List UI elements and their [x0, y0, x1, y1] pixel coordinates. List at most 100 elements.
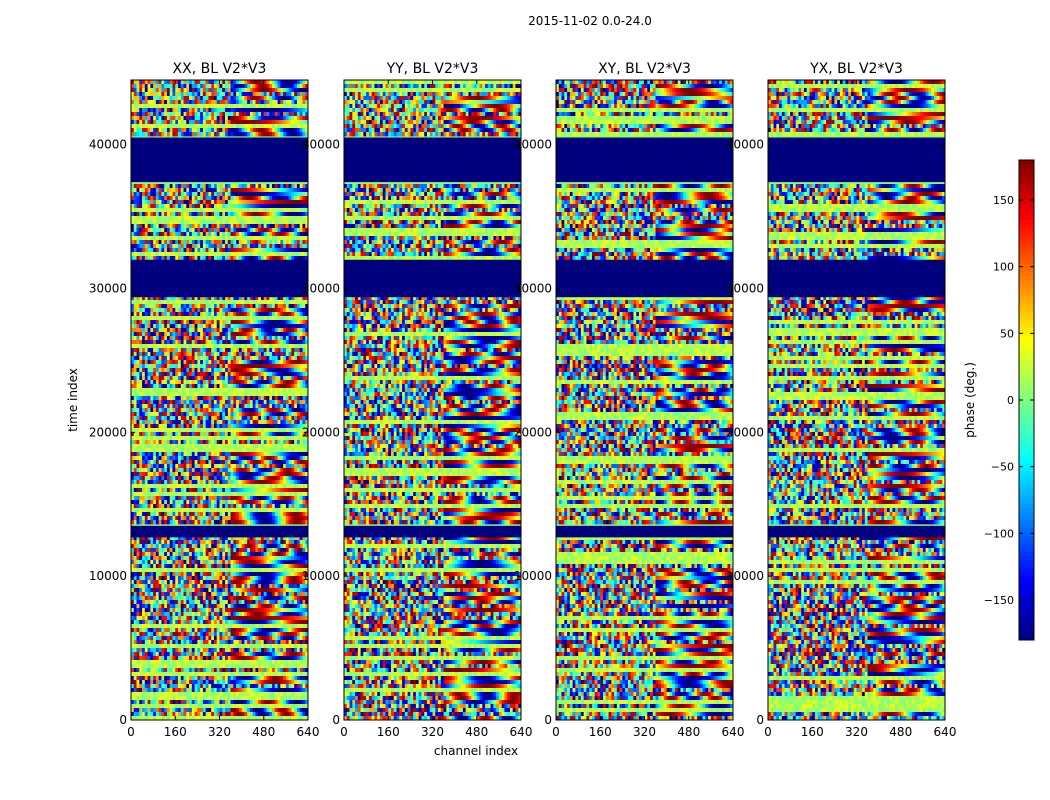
- colorbar-segment: [1019, 212, 1034, 217]
- y-tick-label: 30000: [89, 282, 127, 296]
- x-tick-label: 320: [421, 725, 444, 739]
- colorbar-segment: [1019, 296, 1034, 301]
- colorbar-segment: [1019, 364, 1034, 369]
- colorbar-segment: [1019, 504, 1034, 509]
- x-axis-label: channel index: [434, 744, 518, 758]
- heatmap-cells: [768, 80, 945, 720]
- colorbar-segment: [1019, 532, 1034, 537]
- colorbar-segment: [1019, 556, 1034, 561]
- colorbar-segment: [1019, 228, 1034, 233]
- flagged-band: [556, 137, 733, 183]
- colorbar-tick-label: 100: [993, 261, 1014, 274]
- colorbar-segment: [1019, 544, 1034, 549]
- colorbar-segment: [1019, 492, 1034, 497]
- colorbar-segment: [1019, 244, 1034, 249]
- colorbar-segment: [1019, 180, 1034, 185]
- x-tick-label: 160: [377, 725, 400, 739]
- y-tick-label: 10000: [514, 569, 552, 583]
- colorbar-segment: [1019, 576, 1034, 581]
- colorbar-tick-label: 50: [1000, 327, 1014, 340]
- colorbar-segment: [1019, 200, 1034, 205]
- colorbar-segment: [1019, 396, 1034, 401]
- colorbar-segment: [1019, 588, 1034, 593]
- colorbar-segment: [1019, 632, 1034, 637]
- x-tick-label: 480: [889, 725, 912, 739]
- colorbar-segment: [1019, 600, 1034, 605]
- colorbar-segment: [1019, 608, 1034, 613]
- colorbar-segment: [1019, 472, 1034, 477]
- colorbar-segment: [1019, 312, 1034, 317]
- colorbar-segment: [1019, 416, 1034, 421]
- colorbar-segment: [1019, 460, 1034, 465]
- colorbar-segment: [1019, 184, 1034, 189]
- x-tick-label: 320: [633, 725, 656, 739]
- colorbar-tick-label: 150: [993, 194, 1014, 207]
- colorbar-segment: [1019, 560, 1034, 565]
- y-tick-label: 0: [544, 713, 552, 727]
- y-tick-label: 20000: [89, 425, 127, 439]
- x-tick-label: 0: [764, 725, 772, 739]
- colorbar-segment: [1019, 248, 1034, 253]
- colorbar-segment: [1019, 388, 1034, 393]
- colorbar-segment: [1019, 288, 1034, 293]
- panel-title: XY, BL V2*V3: [598, 61, 691, 77]
- colorbar-segment: [1019, 580, 1034, 585]
- x-tick-label: 320: [208, 725, 231, 739]
- y-tick-label: 0: [332, 713, 340, 727]
- colorbar-segment: [1019, 596, 1034, 601]
- colorbar-segment: [1019, 516, 1034, 521]
- colorbar-segment: [1019, 316, 1034, 321]
- flagged-band: [131, 525, 308, 538]
- colorbar-segment: [1019, 616, 1034, 621]
- panel-2: YY, BL V2*V3 0 160 320 480 640 0 10000 20000 3000…: [302, 61, 533, 739]
- colorbar-segment: [1019, 356, 1034, 361]
- colorbar-segment: [1019, 444, 1034, 449]
- colorbar-segment: [1019, 552, 1034, 557]
- figure-title: 2015-11-02 0.0-24.0: [0, 14, 1050, 28]
- x-tick-label: 640: [510, 725, 533, 739]
- colorbar-segment: [1019, 448, 1034, 453]
- colorbar-segment: [1019, 304, 1034, 309]
- colorbar-segment: [1019, 484, 1034, 489]
- colorbar-segment: [1019, 412, 1034, 417]
- colorbar-segment: [1019, 428, 1034, 433]
- y-tick-label: 40000: [302, 138, 340, 152]
- y-tick-label: 20000: [514, 425, 552, 439]
- x-tick-label: 0: [127, 725, 135, 739]
- colorbar-segment: [1019, 384, 1034, 389]
- colorbar-segment: [1019, 224, 1034, 229]
- colorbar-segment: [1019, 564, 1034, 569]
- colorbar-segment: [1019, 508, 1034, 513]
- panel-1: XX, BL V2*V3 0 160 320 480 640 0 10000 20000 3000…: [89, 61, 320, 739]
- colorbar-segment: [1019, 268, 1034, 273]
- panel-title: YX, BL V2*V3: [809, 61, 903, 77]
- y-tick-label: 0: [119, 713, 127, 727]
- colorbar-segment: [1019, 308, 1034, 313]
- colorbar-segment: [1019, 476, 1034, 481]
- colorbar-tick-label: 0: [1007, 394, 1014, 407]
- colorbar-segment: [1019, 272, 1034, 277]
- x-tick-label: 640: [722, 725, 745, 739]
- flagged-band: [344, 137, 521, 183]
- colorbar-segment: [1019, 452, 1034, 457]
- flagged-band: [344, 525, 521, 538]
- colorbar-segment: [1019, 196, 1034, 201]
- y-tick-label: 30000: [726, 282, 764, 296]
- colorbar-segment: [1019, 360, 1034, 365]
- colorbar-segment: [1019, 280, 1034, 285]
- colorbar-segment: [1019, 584, 1034, 589]
- colorbar-segment: [1019, 572, 1034, 577]
- colorbar-segment: [1019, 192, 1034, 197]
- colorbar-segment: [1019, 380, 1034, 385]
- colorbar-tick-label: −50: [991, 461, 1014, 474]
- colorbar-tick-label: −150: [984, 594, 1014, 607]
- y-tick-label: 20000: [726, 425, 764, 439]
- colorbar-segment: [1019, 480, 1034, 485]
- x-tick-label: 640: [297, 725, 320, 739]
- colorbar-segment: [1019, 536, 1034, 541]
- y-tick-label: 40000: [726, 138, 764, 152]
- colorbar-segment: [1019, 328, 1034, 333]
- colorbar-segment: [1019, 240, 1034, 245]
- colorbar-segment: [1019, 372, 1034, 377]
